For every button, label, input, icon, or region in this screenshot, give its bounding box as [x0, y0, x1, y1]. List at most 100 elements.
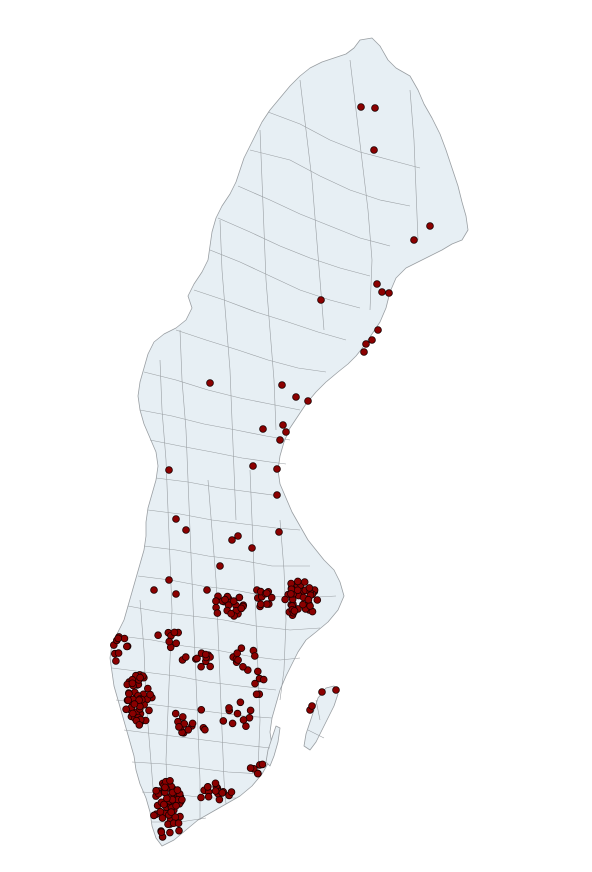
location-point	[256, 600, 265, 609]
location-point	[218, 789, 227, 797]
location-point	[130, 700, 139, 708]
location-point	[197, 793, 205, 802]
location-point	[146, 690, 155, 699]
location-point	[122, 705, 130, 714]
location-point	[236, 698, 245, 707]
location-point	[234, 656, 242, 664]
location-point	[150, 811, 158, 820]
location-point	[174, 819, 183, 827]
location-point	[259, 675, 268, 684]
location-points	[110, 103, 434, 841]
municipality-border	[219, 219, 237, 521]
municipality-border	[131, 761, 263, 775]
location-point	[410, 236, 418, 244]
location-point	[171, 709, 180, 718]
location-point	[193, 654, 201, 663]
location-point	[206, 662, 215, 671]
municipality-border	[209, 249, 361, 309]
municipality-border	[127, 605, 321, 631]
location-point	[233, 709, 242, 718]
location-point	[304, 397, 312, 405]
location-point	[227, 609, 235, 618]
location-point	[211, 787, 220, 795]
location-point	[293, 577, 302, 586]
municipality-border	[179, 329, 201, 820]
oland-island	[265, 725, 281, 767]
municipality-border	[149, 439, 287, 465]
location-point	[135, 721, 144, 729]
municipality-border	[119, 635, 301, 661]
municipality-border	[123, 729, 271, 749]
location-point	[175, 723, 183, 731]
location-point	[213, 609, 222, 617]
location-point	[273, 491, 281, 499]
location-point	[282, 428, 290, 436]
location-point	[160, 800, 168, 809]
location-point	[165, 637, 174, 646]
location-point	[290, 607, 299, 615]
location-point	[374, 326, 382, 334]
location-point	[279, 421, 287, 429]
location-point	[385, 289, 393, 297]
location-point	[206, 379, 214, 387]
location-point	[229, 597, 238, 605]
municipality-border	[193, 289, 347, 341]
location-point	[237, 604, 246, 613]
location-point	[239, 662, 247, 671]
location-point	[221, 595, 229, 604]
location-point	[182, 526, 190, 534]
location-point	[201, 725, 209, 734]
location-point	[234, 532, 242, 540]
location-point	[287, 590, 295, 598]
location-point	[360, 348, 368, 356]
location-point	[249, 462, 257, 470]
location-point	[248, 544, 256, 552]
location-point	[246, 764, 255, 772]
location-point	[166, 776, 174, 785]
location-point	[178, 795, 186, 804]
land-layer	[109, 37, 469, 847]
location-point	[373, 280, 381, 288]
location-point	[317, 296, 325, 304]
location-point	[227, 788, 236, 796]
municipality-border	[349, 59, 373, 311]
location-point	[203, 586, 211, 594]
location-point	[212, 597, 220, 605]
location-point	[211, 779, 220, 788]
location-point	[114, 649, 123, 657]
municipality-borders	[111, 59, 421, 823]
location-point	[304, 595, 313, 604]
location-point	[156, 807, 165, 816]
municipality-border	[155, 477, 281, 497]
location-point	[175, 826, 183, 835]
location-point	[114, 634, 122, 643]
location-point	[172, 639, 181, 648]
location-point	[123, 642, 131, 651]
location-point	[299, 600, 307, 609]
municipality-border	[315, 699, 321, 721]
location-point	[370, 146, 378, 154]
municipality-border	[409, 89, 419, 241]
location-point	[235, 593, 244, 602]
location-point	[292, 393, 300, 401]
location-point	[182, 653, 190, 661]
municipality-border	[139, 409, 291, 441]
location-point	[242, 722, 250, 730]
location-point	[313, 596, 322, 604]
location-point	[150, 586, 158, 594]
location-point	[216, 562, 224, 570]
location-point	[201, 650, 210, 659]
location-point	[362, 340, 370, 348]
location-point	[318, 688, 326, 696]
location-point	[128, 679, 137, 688]
municipality-border	[267, 111, 421, 169]
municipality-border	[259, 129, 277, 431]
location-point	[258, 760, 267, 769]
location-point	[120, 634, 129, 643]
location-point	[251, 679, 259, 688]
municipality-border	[217, 217, 371, 277]
location-point	[172, 801, 180, 810]
sweden-mainland	[109, 37, 469, 847]
